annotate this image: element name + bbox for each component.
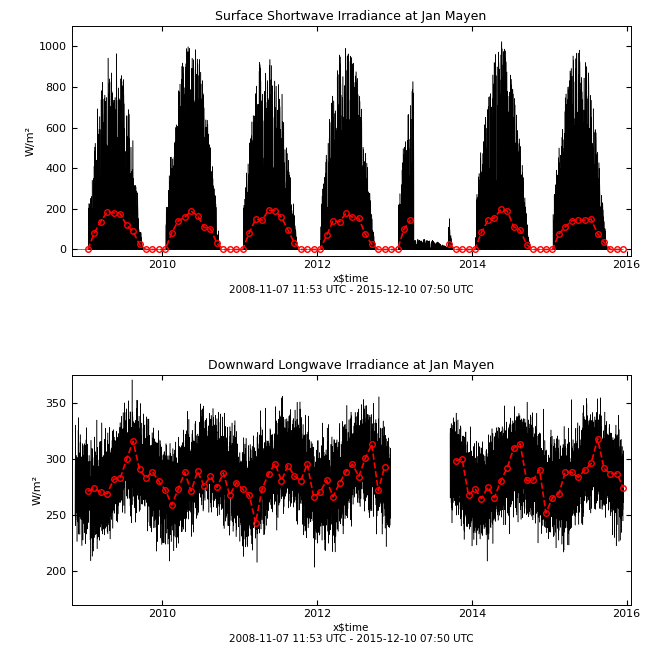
Title: Surface Shortwave Irradiance at Jan Mayen: Surface Shortwave Irradiance at Jan Maye…	[215, 10, 487, 23]
X-axis label: x$time
2008-11-07 11:53 UTC - 2015-12-10 07:50 UTC: x$time 2008-11-07 11:53 UTC - 2015-12-10…	[229, 273, 473, 295]
Y-axis label: W/m²: W/m²	[26, 125, 36, 156]
X-axis label: x$time
2008-11-07 11:53 UTC - 2015-12-10 07:50 UTC: x$time 2008-11-07 11:53 UTC - 2015-12-10…	[229, 622, 473, 644]
Title: Downward Longwave Irradiance at Jan Mayen: Downward Longwave Irradiance at Jan Maye…	[208, 359, 494, 372]
Y-axis label: W/m²: W/m²	[32, 474, 43, 505]
